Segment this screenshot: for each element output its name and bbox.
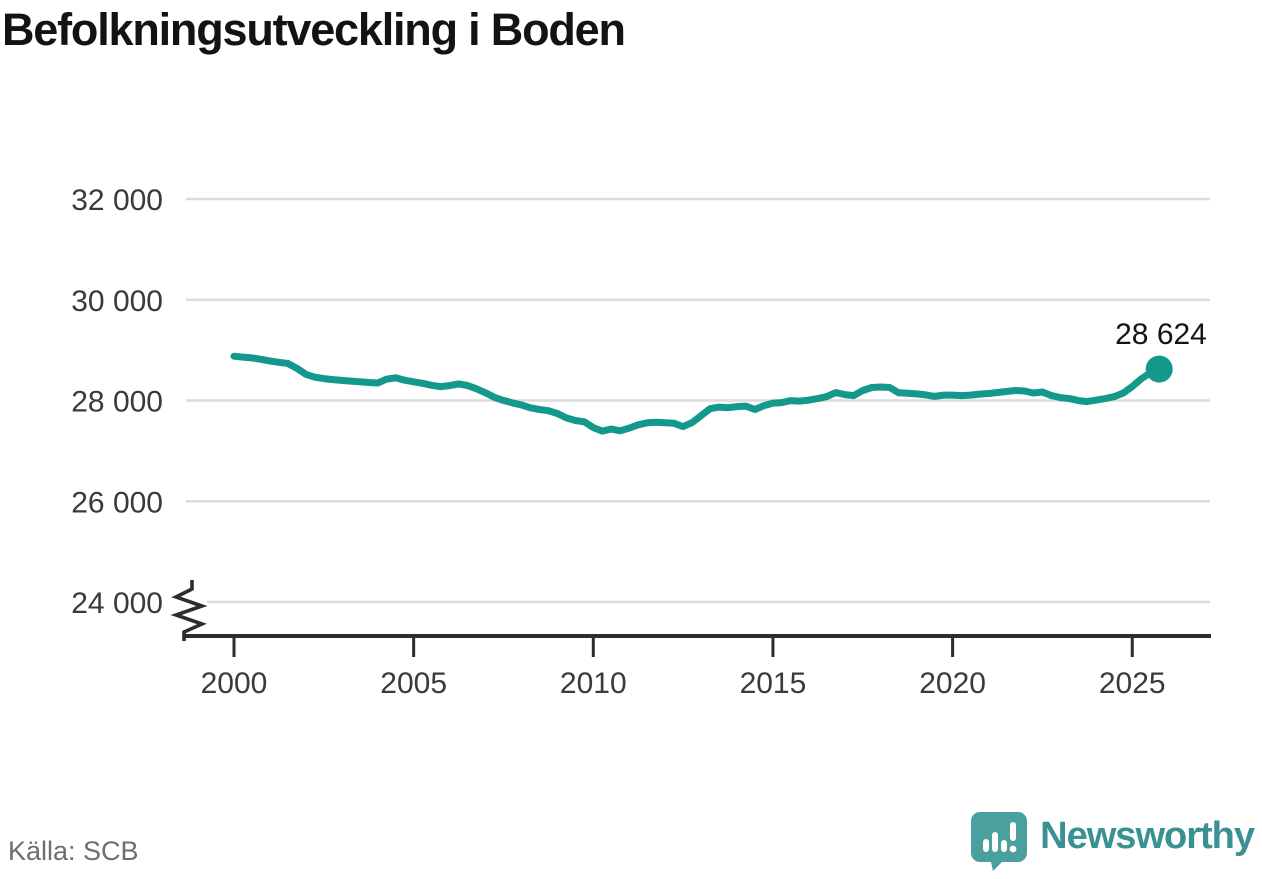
- logo-bar-3: [1001, 840, 1008, 852]
- y-tick-label: 28 000: [71, 386, 163, 419]
- logo-bar-2: [992, 832, 999, 852]
- y-tick-label: 32 000: [71, 184, 163, 217]
- logo-bar-1: [983, 839, 990, 852]
- x-tick-label: 2005: [380, 667, 447, 700]
- y-axis-break-icon: [170, 580, 208, 641]
- population-line: [230, 352, 1163, 435]
- logo-exclamation-bar: [1010, 822, 1017, 841]
- x-tick-label: 2010: [560, 667, 627, 700]
- x-tick-label: 2020: [919, 667, 986, 700]
- end-value-label: 28 624: [1115, 318, 1207, 351]
- chart-title: Befolkningsutveckling i Boden: [2, 4, 626, 55]
- chart-footer: Källa: SCB Newsworthy: [0, 805, 1262, 879]
- newsworthy-logo-text: Newsworthy: [1040, 815, 1255, 857]
- y-tick-label: 26 000: [71, 486, 163, 519]
- x-tick-label: 2025: [1099, 667, 1166, 700]
- logo-exclamation-dot: [1009, 845, 1017, 853]
- source-label: Källa: SCB: [8, 836, 139, 866]
- x-tick-label: 2015: [740, 667, 807, 700]
- end-dot: [1145, 355, 1173, 383]
- y-tick-label: 30 000: [71, 285, 163, 318]
- newsworthy-logo-icon: [971, 812, 1028, 871]
- y-tick-label: 24 000: [71, 587, 163, 620]
- x-tick-label: 2000: [201, 667, 268, 700]
- newsworthy-logo: Newsworthy: [970, 811, 1255, 871]
